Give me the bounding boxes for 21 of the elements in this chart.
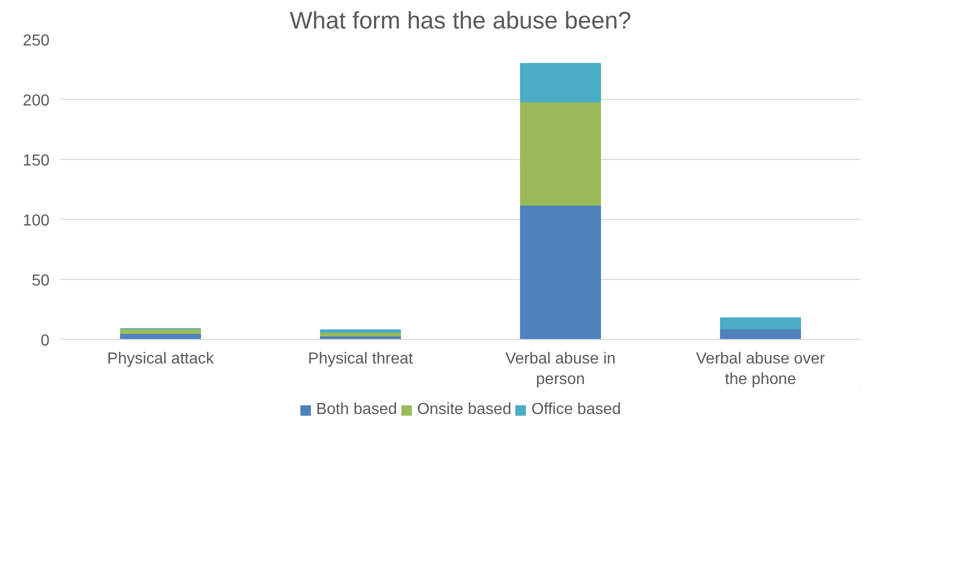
x-tick-label: Verbal abuse in person <box>505 350 616 388</box>
x-tick-label: Physical attack <box>107 350 215 368</box>
bar <box>720 328 801 340</box>
y-tick-label: 150 <box>22 152 50 170</box>
x-tick-label: Physical threat <box>308 350 414 368</box>
x-tick-label: Verbal abuse over the phone <box>696 350 826 388</box>
y-tick-label: 200 <box>22 92 50 110</box>
chart-title: What form has the abuse been? <box>290 8 632 34</box>
bar <box>520 101 601 206</box>
bar <box>520 204 601 340</box>
legend-label: Onsite based <box>417 401 512 419</box>
bar <box>720 317 801 330</box>
legend-label: Both based <box>316 401 398 419</box>
y-tick-label: 100 <box>22 212 50 230</box>
y-tick-label: 0 <box>40 332 50 350</box>
bar <box>320 329 401 333</box>
bar <box>520 63 601 102</box>
bar <box>120 328 201 334</box>
y-tick-label: 50 <box>32 272 50 290</box>
legend-label: Office based <box>531 401 621 419</box>
y-tick-label: 250 <box>22 32 50 50</box>
